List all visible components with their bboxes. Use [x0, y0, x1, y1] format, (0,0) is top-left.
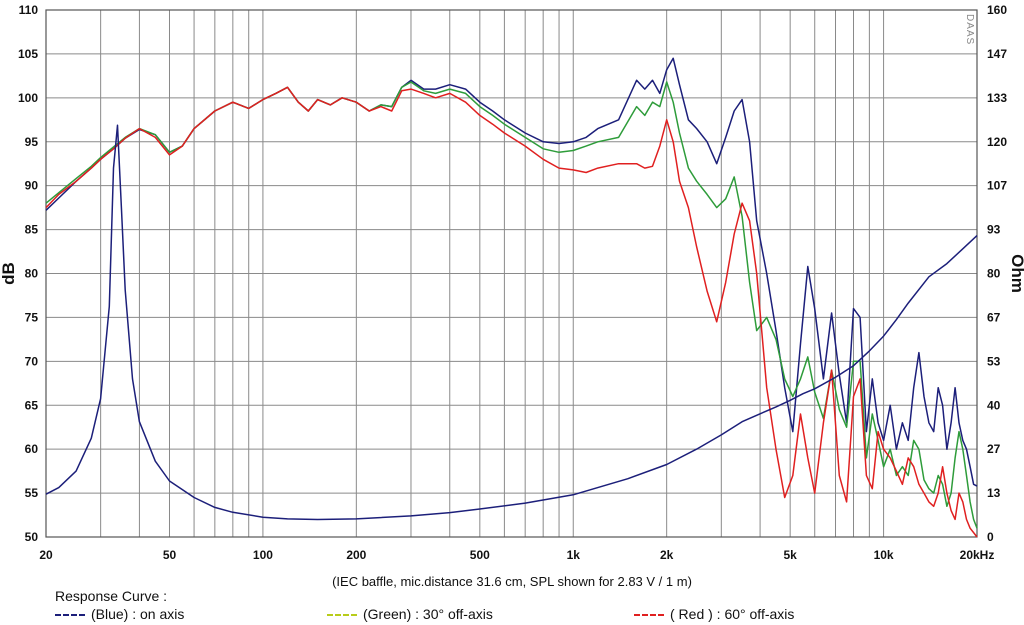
- y-tick-label: 95: [25, 135, 39, 149]
- x-tick-label: 20: [39, 548, 53, 562]
- y2-tick-label: 40: [987, 398, 1001, 412]
- y-tick-label: 110: [19, 3, 39, 17]
- y-tick-label: 105: [18, 47, 38, 61]
- y2-tick-label: 133: [987, 91, 1007, 105]
- measurement-note: (IEC baffle, mic.distance 31.6 cm, SPL s…: [332, 574, 692, 589]
- plot-frame: [45, 9, 978, 538]
- legend-swatch-red: [634, 614, 664, 617]
- x-tick-label: 200: [346, 548, 366, 562]
- legend-label-green: (Green) : 30° off-axis: [363, 606, 493, 622]
- x-tick-label: 50: [163, 548, 177, 562]
- legend-swatch-green: [327, 614, 357, 617]
- y2-axis-label: Ohm: [1008, 254, 1024, 293]
- y-tick-label: 50: [25, 530, 39, 544]
- y2-tick-label: 67: [987, 310, 1001, 324]
- y-tick-label: 75: [25, 310, 39, 324]
- y-tick-label: 60: [25, 442, 39, 456]
- y-tick-label: 65: [25, 398, 39, 412]
- x-tick-label: 500: [470, 548, 490, 562]
- brand-watermark: DAAS: [964, 14, 975, 45]
- series-line-on-axis: [45, 57, 978, 487]
- legend-item-blue: (Blue) : on axis: [55, 606, 184, 622]
- legend-title: Response Curve :: [55, 588, 168, 604]
- y2-tick-label: 80: [987, 267, 1001, 281]
- y2-tick-label: 120: [987, 135, 1007, 149]
- y2-tick-label: 93: [987, 223, 1001, 237]
- y2-tick-label: 0: [987, 530, 994, 544]
- y2-tick-label: 13: [987, 486, 1001, 500]
- x-tick-label: 5k: [783, 548, 797, 562]
- series-line-30-off-axis: [45, 81, 978, 529]
- legend-swatch-blue: [55, 614, 85, 617]
- y-tick-label: 55: [25, 486, 39, 500]
- frequency-response-chart: 110 105 100 95 90 85 80 75 70 65 60 55 50 160 147 133 12…: [0, 3, 1024, 562]
- y-axis-label: dB: [0, 262, 18, 285]
- y2-tick-label: 160: [987, 3, 1007, 17]
- y-tick-label: 100: [18, 91, 38, 105]
- legend-item-red: ( Red ) : 60° off-axis: [634, 606, 794, 622]
- legend-item-green: (Green) : 30° off-axis: [327, 606, 493, 622]
- x-tick-label: 10k: [874, 548, 894, 562]
- y2-tick-label: 107: [987, 179, 1007, 193]
- series-line-60-off-axis: [45, 86, 978, 538]
- series-line-impedance: [45, 124, 978, 521]
- y2-tick-label: 27: [987, 442, 1001, 456]
- y2-tick-label: 147: [987, 47, 1007, 61]
- y-tick-label: 85: [25, 223, 39, 237]
- x-tick-label: 2k: [660, 548, 674, 562]
- legend-label-red: ( Red ) : 60° off-axis: [670, 606, 795, 622]
- legend-label-blue: (Blue) : on axis: [91, 606, 185, 622]
- x-tick-label: 1k: [567, 548, 581, 562]
- y2-tick-label: 53: [987, 354, 1001, 368]
- y-tick-label: 90: [25, 179, 39, 193]
- x-tick-label: 100: [253, 548, 273, 562]
- y-tick-label: 80: [25, 267, 39, 281]
- y-tick-label: 70: [25, 354, 39, 368]
- x-tick-label: 20kHz: [960, 548, 995, 562]
